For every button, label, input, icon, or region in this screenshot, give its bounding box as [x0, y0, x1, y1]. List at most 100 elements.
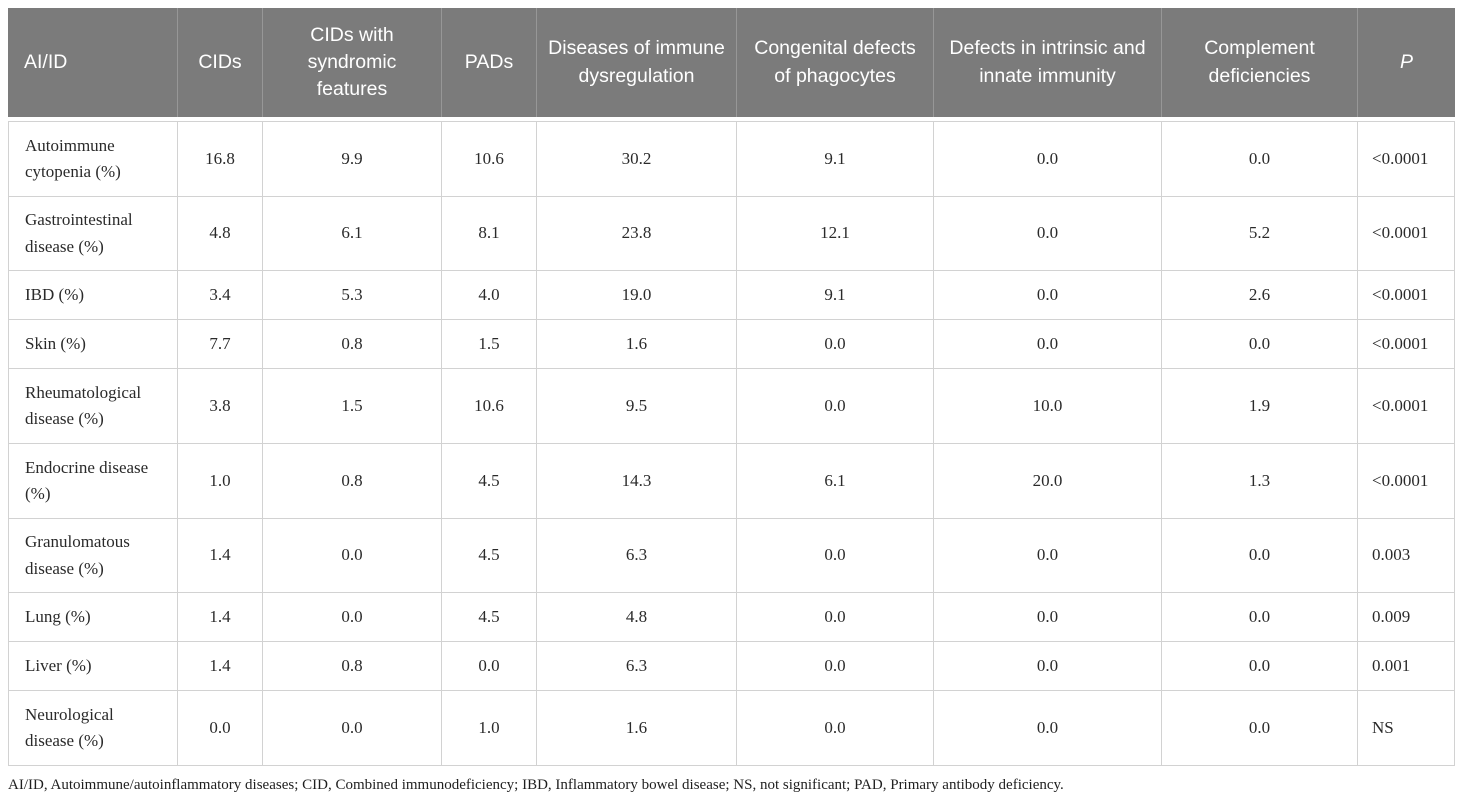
p-value-cell: <0.0001 — [1372, 285, 1429, 305]
p-value-cell: 0.003 — [1372, 545, 1411, 565]
value-cell-complement: 0.0 — [1162, 320, 1358, 369]
column-header-pads: PADs — [442, 8, 537, 117]
value-cell-complement: 0.0 — [1162, 122, 1358, 196]
value-cell-cids-syndromic: 6.1 — [263, 196, 442, 271]
table-row: Granulomatous disease (%) 1.4 0.0 4.5 6.… — [9, 518, 1454, 594]
column-header-immune-dysregulation: Diseases of immune dysregulation — [537, 8, 737, 117]
p-value-cell: 0.009 — [1372, 607, 1411, 627]
value-cell-phagocyte-defects: 0.0 — [737, 593, 934, 642]
value-cell-innate-immunity: 0.0 — [934, 320, 1162, 369]
p-value-cell: <0.0001 — [1372, 334, 1429, 354]
value-cell-innate-immunity: 20.0 — [934, 444, 1162, 518]
value-cell-cids-syndromic: 1.5 — [263, 369, 442, 444]
value-cell-complement: 0.0 — [1162, 593, 1358, 642]
table-row: Endocrine disease (%) 1.0 0.8 4.5 14.3 6… — [9, 444, 1454, 519]
table-footnote: AI/ID, Autoimmune/autoinflammatory disea… — [8, 777, 1064, 794]
row-label-cell: Endocrine disease (%) — [9, 444, 178, 518]
column-header-cids: CIDs — [178, 8, 263, 117]
row-label-cell: IBD (%) — [9, 271, 178, 320]
table-row: Skin (%) 7.7 0.8 1.5 1.6 0.0 0.0 0.0 <0.… — [9, 320, 1454, 370]
value-cell-innate-immunity: 0.0 — [934, 196, 1162, 271]
value-cell-cids: 4.8 — [178, 196, 263, 271]
value-cell-cids-syndromic: 0.0 — [263, 593, 442, 642]
table-row: Autoimmune cytopenia (%) 16.8 9.9 10.6 3… — [9, 122, 1454, 197]
value-cell-immune-dysregulation: 6.3 — [537, 518, 737, 593]
p-value-cell: <0.0001 — [1372, 223, 1429, 243]
value-cell-pads: 4.0 — [442, 271, 537, 320]
value-cell-phagocyte-defects: 0.0 — [737, 320, 934, 369]
value-cell-complement: 1.3 — [1162, 444, 1358, 518]
row-label-cell: Skin (%) — [9, 320, 178, 369]
value-cell-cids: 1.4 — [178, 593, 263, 642]
value-cell-phagocyte-defects: 0.0 — [737, 642, 934, 691]
value-cell-immune-dysregulation: 4.8 — [537, 593, 737, 642]
value-cell-pads: 1.5 — [442, 320, 537, 369]
column-header-phagocyte-defects: Congenital defects of phagocytes — [737, 8, 934, 117]
value-cell-pads: 1.0 — [442, 691, 537, 766]
value-cell-complement: 0.0 — [1162, 518, 1358, 593]
value-cell-cids: 16.8 — [178, 122, 263, 196]
table-header-row: AI/ID CIDs CIDs with syndromic features … — [8, 8, 1455, 117]
value-cell-cids-syndromic: 9.9 — [263, 122, 442, 196]
row-label-cell: Rheumatological disease (%) — [9, 369, 178, 444]
value-cell-complement: 0.0 — [1162, 642, 1358, 691]
value-cell-innate-immunity: 10.0 — [934, 369, 1162, 444]
table-body: Autoimmune cytopenia (%) 16.8 9.9 10.6 3… — [8, 121, 1455, 767]
value-cell-cids-syndromic: 0.8 — [263, 444, 442, 518]
value-cell-cids-syndromic: 0.0 — [263, 691, 442, 766]
value-cell-cids-syndromic: 0.0 — [263, 518, 442, 593]
row-label-cell: Gastrointestinal disease (%) — [9, 196, 178, 271]
value-cell-pads: 0.0 — [442, 642, 537, 691]
row-label-cell: Liver (%) — [9, 642, 178, 691]
value-cell-complement: 5.2 — [1162, 196, 1358, 271]
value-cell-phagocyte-defects: 12.1 — [737, 196, 934, 271]
table-row: Neurological disease (%) 0.0 0.0 1.0 1.6… — [9, 691, 1454, 767]
column-header-innate-immunity: Defects in intrinsic and innate immunity — [934, 8, 1162, 117]
value-cell-cids: 1.4 — [178, 518, 263, 593]
value-cell-pads: 4.5 — [442, 593, 537, 642]
table-row: Gastrointestinal disease (%) 4.8 6.1 8.1… — [9, 196, 1454, 272]
value-cell-immune-dysregulation: 9.5 — [537, 369, 737, 444]
p-value-cell: 0.001 — [1372, 656, 1411, 676]
value-cell-complement: 1.9 — [1162, 369, 1358, 444]
value-cell-cids-syndromic: 0.8 — [263, 642, 442, 691]
value-cell-phagocyte-defects: 9.1 — [737, 271, 934, 320]
value-cell-immune-dysregulation: 6.3 — [537, 642, 737, 691]
table-row: IBD (%) 3.4 5.3 4.0 19.0 9.1 0.0 2.6 <0.… — [9, 271, 1454, 321]
table-row: Rheumatological disease (%) 3.8 1.5 10.6… — [9, 369, 1454, 445]
value-cell-innate-immunity: 0.0 — [934, 642, 1162, 691]
p-value-cell: <0.0001 — [1372, 470, 1429, 490]
value-cell-innate-immunity: 0.0 — [934, 122, 1162, 196]
value-cell-phagocyte-defects: 0.0 — [737, 369, 934, 444]
value-cell-phagocyte-defects: 0.0 — [737, 691, 934, 766]
value-cell-cids: 3.4 — [178, 271, 263, 320]
value-cell-cids: 1.0 — [178, 444, 263, 518]
value-cell-innate-immunity: 0.0 — [934, 271, 1162, 320]
value-cell-pads: 4.5 — [442, 518, 537, 593]
row-label-cell: Autoimmune cytopenia (%) — [9, 122, 178, 196]
value-cell-cids-syndromic: 5.3 — [263, 271, 442, 320]
row-label-cell: Neurological disease (%) — [9, 691, 178, 766]
column-header-cids-syndromic: CIDs with syndromic features — [263, 8, 442, 117]
column-header-p-value: P — [1399, 50, 1413, 73]
row-label-cell: Granulomatous disease (%) — [9, 518, 178, 593]
value-cell-innate-immunity: 0.0 — [934, 518, 1162, 593]
value-cell-immune-dysregulation: 30.2 — [537, 122, 737, 196]
value-cell-innate-immunity: 0.0 — [934, 691, 1162, 766]
value-cell-complement: 0.0 — [1162, 691, 1358, 766]
value-cell-pads: 10.6 — [442, 122, 537, 196]
value-cell-phagocyte-defects: 6.1 — [737, 444, 934, 518]
p-value-cell: <0.0001 — [1372, 148, 1429, 168]
prevalence-table: AI/ID CIDs CIDs with syndromic features … — [8, 8, 1455, 767]
value-cell-phagocyte-defects: 0.0 — [737, 518, 934, 593]
table-row: Lung (%) 1.4 0.0 4.5 4.8 0.0 0.0 0.0 0.0… — [9, 593, 1454, 643]
row-label-cell: Lung (%) — [9, 593, 178, 642]
value-cell-cids: 0.0 — [178, 691, 263, 766]
value-cell-immune-dysregulation: 1.6 — [537, 320, 737, 369]
value-cell-innate-immunity: 0.0 — [934, 593, 1162, 642]
p-value-cell: <0.0001 — [1372, 396, 1429, 416]
value-cell-immune-dysregulation: 1.6 — [537, 691, 737, 766]
value-cell-immune-dysregulation: 23.8 — [537, 196, 737, 271]
value-cell-complement: 2.6 — [1162, 271, 1358, 320]
